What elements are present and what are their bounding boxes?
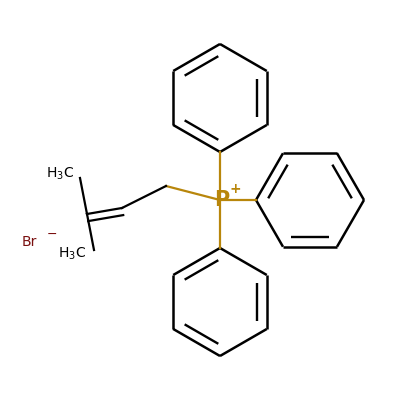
Text: Br: Br: [22, 235, 37, 249]
Text: H$_3$C: H$_3$C: [58, 246, 86, 262]
Text: H$_3$C: H$_3$C: [46, 166, 74, 182]
Text: +: +: [229, 182, 241, 196]
Text: P: P: [214, 190, 230, 210]
Text: −: −: [47, 228, 57, 241]
